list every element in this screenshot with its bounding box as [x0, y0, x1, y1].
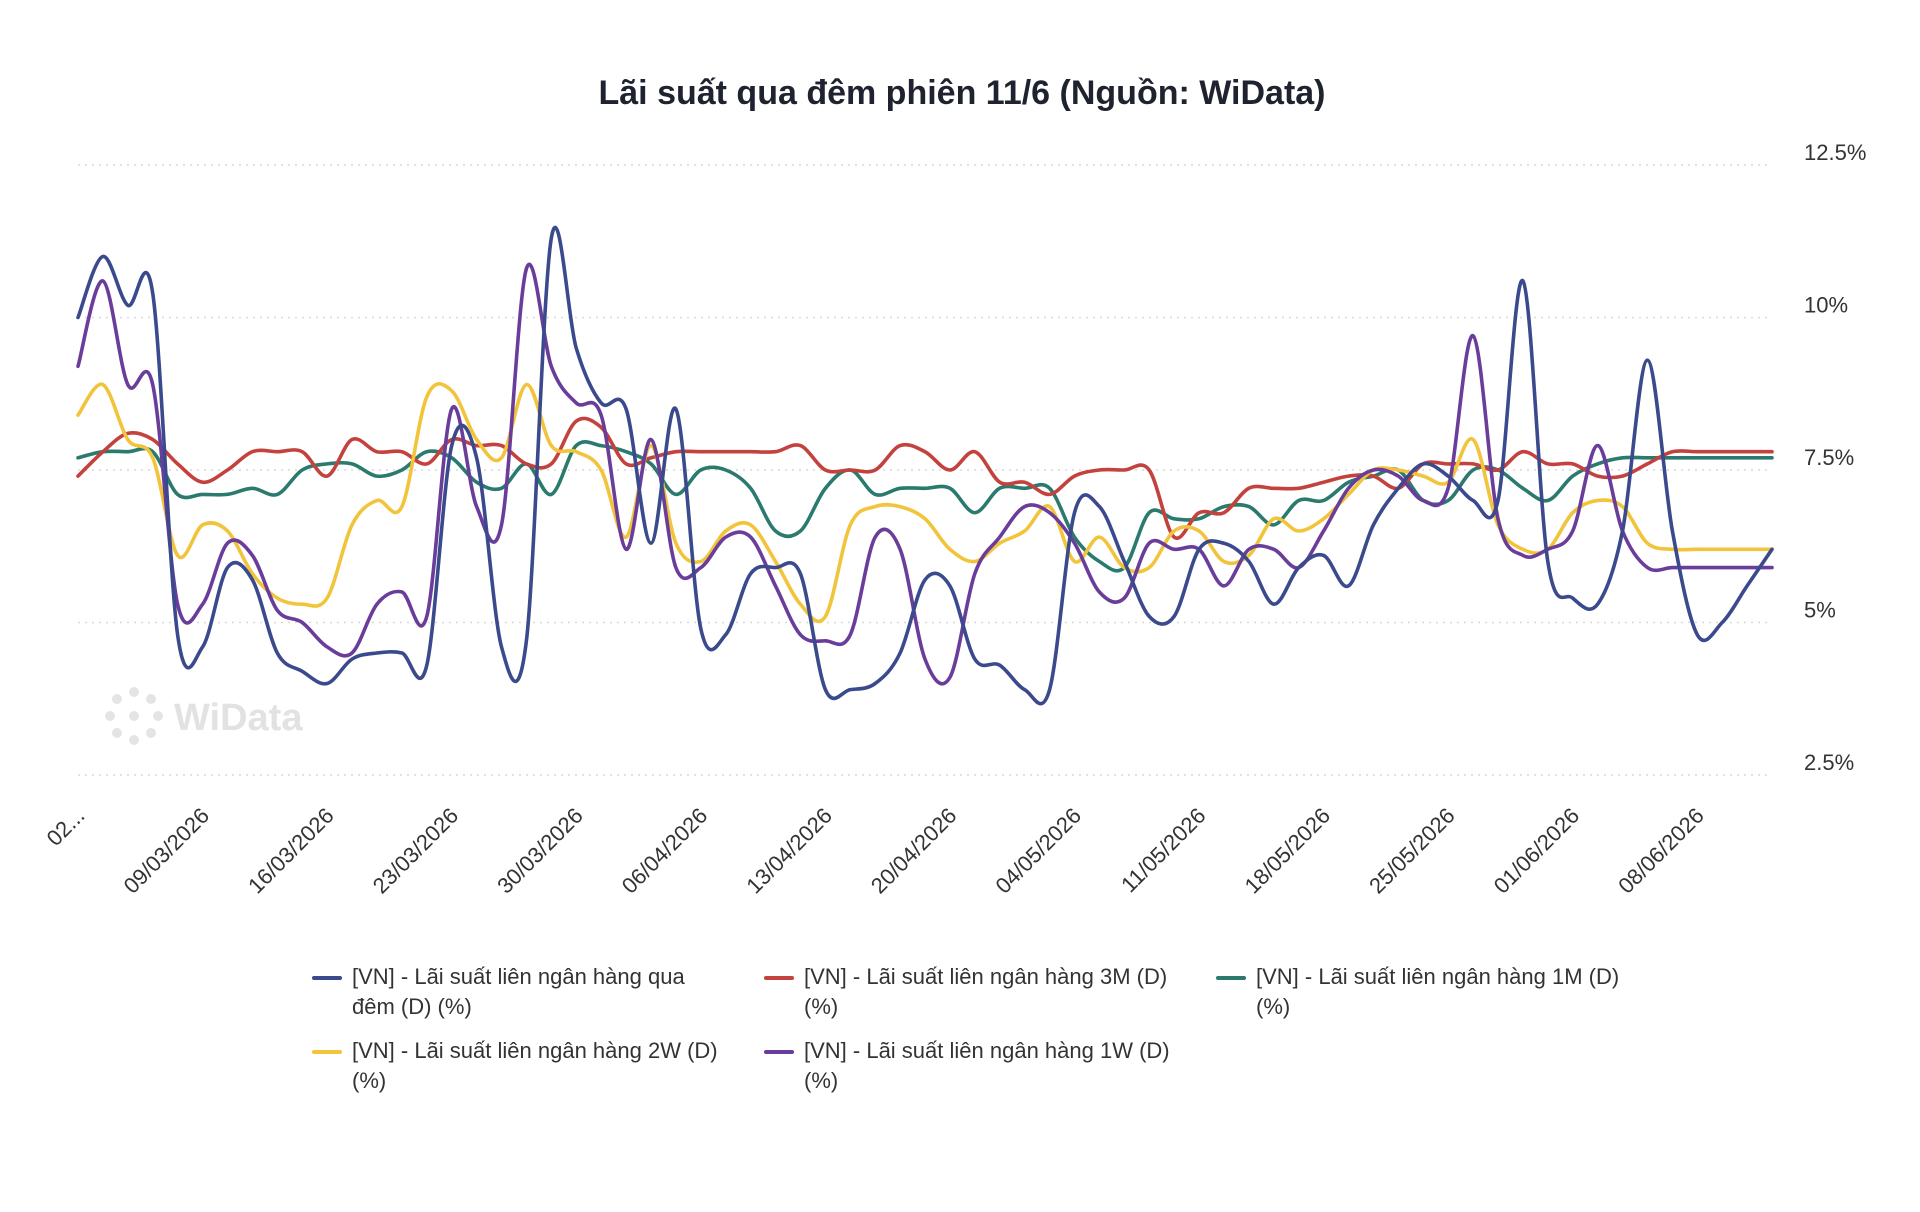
- x-tick-label: 23/03/2026: [368, 803, 464, 899]
- chart-title: Lãi suất qua đêm phiên 11/6 (Nguồn: WiDa…: [599, 74, 1326, 112]
- y-tick-label: 12.5%: [1804, 140, 1866, 165]
- legend-label: [VN] - Lãi suất liên ngân hàng qua đêm (…: [352, 964, 685, 1019]
- legend-swatch: [764, 976, 794, 980]
- legend-swatch: [312, 976, 342, 980]
- x-tick-label: 25/05/2026: [1364, 803, 1460, 899]
- legend-item[interactable]: [VN] - Lãi suất liên ngân hàng 1M (D) (%…: [1216, 962, 1636, 1022]
- legend-swatch: [312, 1050, 342, 1054]
- series-line-5[interactable]: [76, 262, 1774, 686]
- legend-swatch: [1216, 976, 1246, 980]
- legend-item[interactable]: [VN] - Lãi suất liên ngân hàng 2W (D) (%…: [312, 1036, 732, 1096]
- legend-item[interactable]: [VN] - Lãi suất liên ngân hàng 1W (D) (%…: [764, 1036, 1184, 1096]
- y-tick-label: 5%: [1804, 598, 1836, 623]
- legend-label: [VN] - Lãi suất liên ngân hàng 3M (D) (%…: [804, 964, 1168, 1019]
- x-tick-label: 06/04/2026: [617, 803, 713, 899]
- x-axis: 02... 09/03/2026 16/03/2026 23/03/2026 30/03…: [42, 803, 1709, 899]
- y-tick-label: 2.5%: [1804, 750, 1854, 775]
- y-tick-label: 10%: [1804, 293, 1848, 318]
- x-tick-label: 20/04/2026: [866, 803, 962, 899]
- x-tick-label: 01/06/2026: [1489, 803, 1585, 899]
- gridlines: [78, 164, 1772, 776]
- line-chart: Lãi suất qua đêm phiên 11/6 (Nguồn: WiDa…: [42, 74, 1867, 899]
- x-tick-label: 16/03/2026: [243, 803, 339, 899]
- y-axis: 12.5% 10% 7.5% 5% 2.5%: [1804, 140, 1866, 775]
- legend-label: [VN] - Lãi suất liên ngân hàng 1M (D) (%…: [1256, 964, 1620, 1019]
- x-tick-label: 04/05/2026: [990, 803, 1086, 899]
- legend-label: [VN] - Lãi suất liên ngân hàng 2W (D) (%…: [352, 1038, 718, 1093]
- legend-label: [VN] - Lãi suất liên ngân hàng 1W (D) (%…: [804, 1038, 1170, 1093]
- x-tick-label: 09/03/2026: [119, 803, 215, 899]
- legend-item[interactable]: [VN] - Lãi suất liên ngân hàng 3M (D) (%…: [764, 962, 1184, 1022]
- y-tick-label: 7.5%: [1804, 445, 1854, 470]
- series-line-4[interactable]: [76, 382, 1774, 624]
- watermark-text: WiData: [174, 697, 303, 739]
- x-tick-label: 30/03/2026: [492, 803, 588, 899]
- series-lines: [76, 225, 1774, 706]
- x-tick-label: 18/05/2026: [1240, 803, 1336, 899]
- x-tick-label: 08/06/2026: [1613, 803, 1709, 899]
- legend-item[interactable]: [VN] - Lãi suất liên ngân hàng qua đêm (…: [312, 962, 732, 1022]
- x-tick-label: 11/05/2026: [1116, 803, 1210, 897]
- x-tick-label: 13/04/2026: [741, 803, 837, 899]
- x-tick-label: 02...: [42, 803, 90, 851]
- series-line-1[interactable]: [76, 225, 1774, 706]
- widata-watermark: WiData: [105, 687, 303, 745]
- legend-swatch: [764, 1050, 794, 1054]
- widata-logo-icon: [105, 687, 163, 745]
